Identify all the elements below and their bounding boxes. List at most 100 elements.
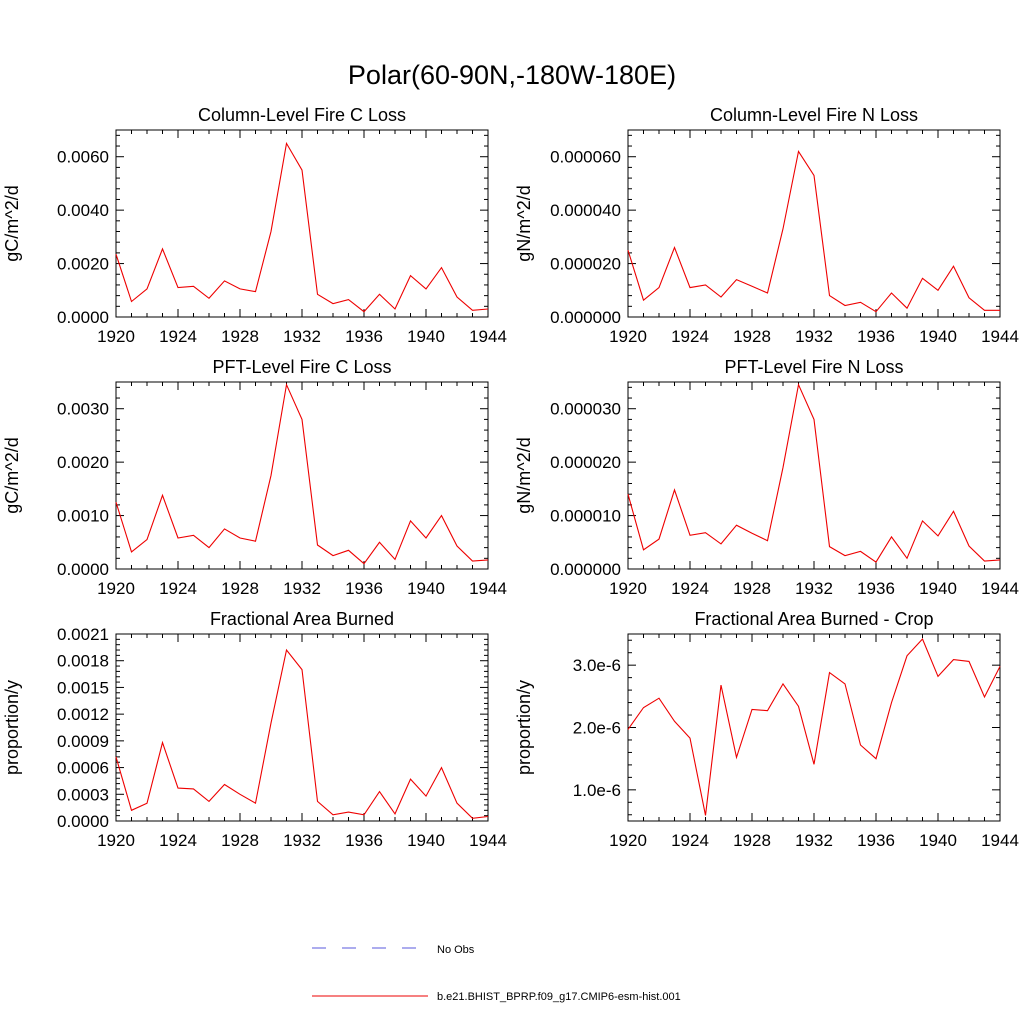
panel-title: Fractional Area Burned (210, 609, 394, 629)
x-tick-label: 1940 (407, 327, 445, 346)
panels-group: Column-Level Fire C Loss gC/m^2/d 1920 1924… (2, 105, 1019, 850)
x-tick-label: 1932 (283, 327, 321, 346)
series-line (627, 637, 1001, 816)
x-tick-label: 1924 (671, 831, 709, 850)
panel-2: Column-Level Fire N Loss gN/m^2/d 1920 1924… (514, 105, 1019, 346)
y-tick-label: 0.000000 (550, 308, 621, 327)
plot-frame (627, 129, 1001, 318)
y-axis-label: gN/m^2/d (514, 185, 534, 261)
y-tick-label: 0.0006 (57, 759, 109, 778)
legend-label-no-obs: No Obs (437, 944, 475, 956)
y-tick-label: 0.0000 (57, 560, 109, 579)
panel-4: PFT-Level Fire N Loss gN/m^2/d 1920 1924 192… (514, 357, 1019, 598)
x-tick-label: 1928 (733, 327, 771, 346)
x-tick-label: 1940 (919, 579, 957, 598)
plot-frame (115, 129, 489, 318)
y-tick-label: 0.000020 (550, 453, 621, 472)
x-tick-label: 1936 (857, 579, 895, 598)
x-tick-label: 1940 (919, 831, 957, 850)
x-tick-label: 1920 (97, 327, 135, 346)
series-line (115, 382, 489, 565)
panel-1: Column-Level Fire C Loss gC/m^2/d 1920 1924… (2, 105, 507, 346)
plot-frame (115, 381, 489, 570)
x-tick-label: 1944 (469, 327, 507, 346)
y-axis-label: gN/m^2/d (514, 437, 534, 513)
x-tick-label: 1928 (733, 579, 771, 598)
y-tick-label: 0.0020 (57, 453, 109, 472)
x-tick-label: 1940 (407, 579, 445, 598)
y-tick-label: 3.0e-6 (573, 656, 621, 675)
y-axis-label: proportion/y (514, 680, 534, 775)
x-tick-label: 1924 (159, 327, 197, 346)
y-tick-label: 0.0015 (57, 678, 109, 697)
panel-title: PFT-Level Fire N Loss (724, 357, 903, 377)
y-tick-label: 0.0009 (57, 732, 109, 751)
y-tick-label: 0.0060 (57, 148, 109, 167)
x-tick-label: 1936 (857, 327, 895, 346)
x-tick-label: 1944 (981, 327, 1019, 346)
x-tick-label: 1924 (671, 327, 709, 346)
y-tick-label: 0.000030 (550, 400, 621, 419)
panel-6: Fractional Area Burned - Crop proportion/… (514, 609, 1019, 850)
x-tick-label: 1928 (221, 831, 259, 850)
series-line (627, 149, 1000, 313)
x-tick-label: 1940 (407, 831, 445, 850)
y-tick-label: 2.0e-6 (573, 719, 621, 738)
series-line (115, 141, 489, 313)
plot-frame (627, 381, 1001, 570)
x-tick-label: 1936 (345, 327, 383, 346)
y-axis-label: gC/m^2/d (2, 437, 22, 513)
panel-title: Column-Level Fire C Loss (198, 105, 406, 125)
y-tick-label: 0.0018 (57, 652, 109, 671)
y-tick-label: 0.000000 (550, 560, 621, 579)
x-tick-label: 1944 (981, 831, 1019, 850)
x-tick-label: 1940 (919, 327, 957, 346)
x-tick-label: 1936 (857, 831, 895, 850)
y-axis-label: gC/m^2/d (2, 185, 22, 261)
x-tick-label: 1920 (97, 831, 135, 850)
x-tick-label: 1936 (345, 831, 383, 850)
x-tick-label: 1944 (469, 579, 507, 598)
x-tick-label: 1932 (283, 579, 321, 598)
plot-frame (115, 633, 489, 822)
y-tick-label: 0.000060 (550, 148, 621, 167)
x-tick-label: 1932 (795, 327, 833, 346)
x-tick-label: 1932 (795, 579, 833, 598)
x-tick-label: 1928 (221, 579, 259, 598)
x-tick-label: 1924 (159, 831, 197, 850)
y-tick-label: 0.0000 (57, 812, 109, 831)
y-tick-label: 0.0030 (57, 400, 109, 419)
y-tick-label: 0.0010 (57, 507, 109, 526)
series-line (115, 648, 489, 819)
x-tick-label: 1920 (609, 579, 647, 598)
y-tick-label: 0.000020 (550, 255, 621, 274)
legend: No Obs b.e21.BHIST_BPRP.f09_g17.CMIP6-es… (312, 944, 681, 1003)
x-tick-label: 1936 (345, 579, 383, 598)
plot-frame (627, 633, 1001, 822)
x-tick-label: 1924 (671, 579, 709, 598)
y-tick-label: 0.0003 (57, 785, 109, 804)
panel-3: PFT-Level Fire C Loss gC/m^2/d 1920 1924 192… (2, 357, 507, 598)
y-tick-label: 0.0021 (57, 625, 109, 644)
x-tick-label: 1924 (159, 579, 197, 598)
x-tick-label: 1920 (97, 579, 135, 598)
x-tick-label: 1932 (795, 831, 833, 850)
series-line (627, 382, 1001, 563)
y-tick-label: 1.0e-6 (573, 781, 621, 800)
y-tick-label: 0.0040 (57, 201, 109, 220)
x-tick-label: 1932 (283, 831, 321, 850)
y-tick-label: 0.0000 (57, 308, 109, 327)
panel-title: Column-Level Fire N Loss (710, 105, 918, 125)
x-tick-label: 1928 (221, 327, 259, 346)
y-tick-label: 0.0020 (57, 255, 109, 274)
panel-title: PFT-Level Fire C Loss (212, 357, 391, 377)
y-tick-label: 0.000010 (550, 507, 621, 526)
x-tick-label: 1920 (609, 831, 647, 850)
legend-label-model: b.e21.BHIST_BPRP.f09_g17.CMIP6-esm-hist.… (437, 991, 681, 1003)
y-axis-label: proportion/y (2, 680, 22, 775)
panel-5: Fractional Area Burned proportion/y 1920 19… (2, 609, 507, 850)
x-tick-label: 1920 (609, 327, 647, 346)
figure-title: Polar(60-90N,-180W-180E) (348, 60, 676, 90)
